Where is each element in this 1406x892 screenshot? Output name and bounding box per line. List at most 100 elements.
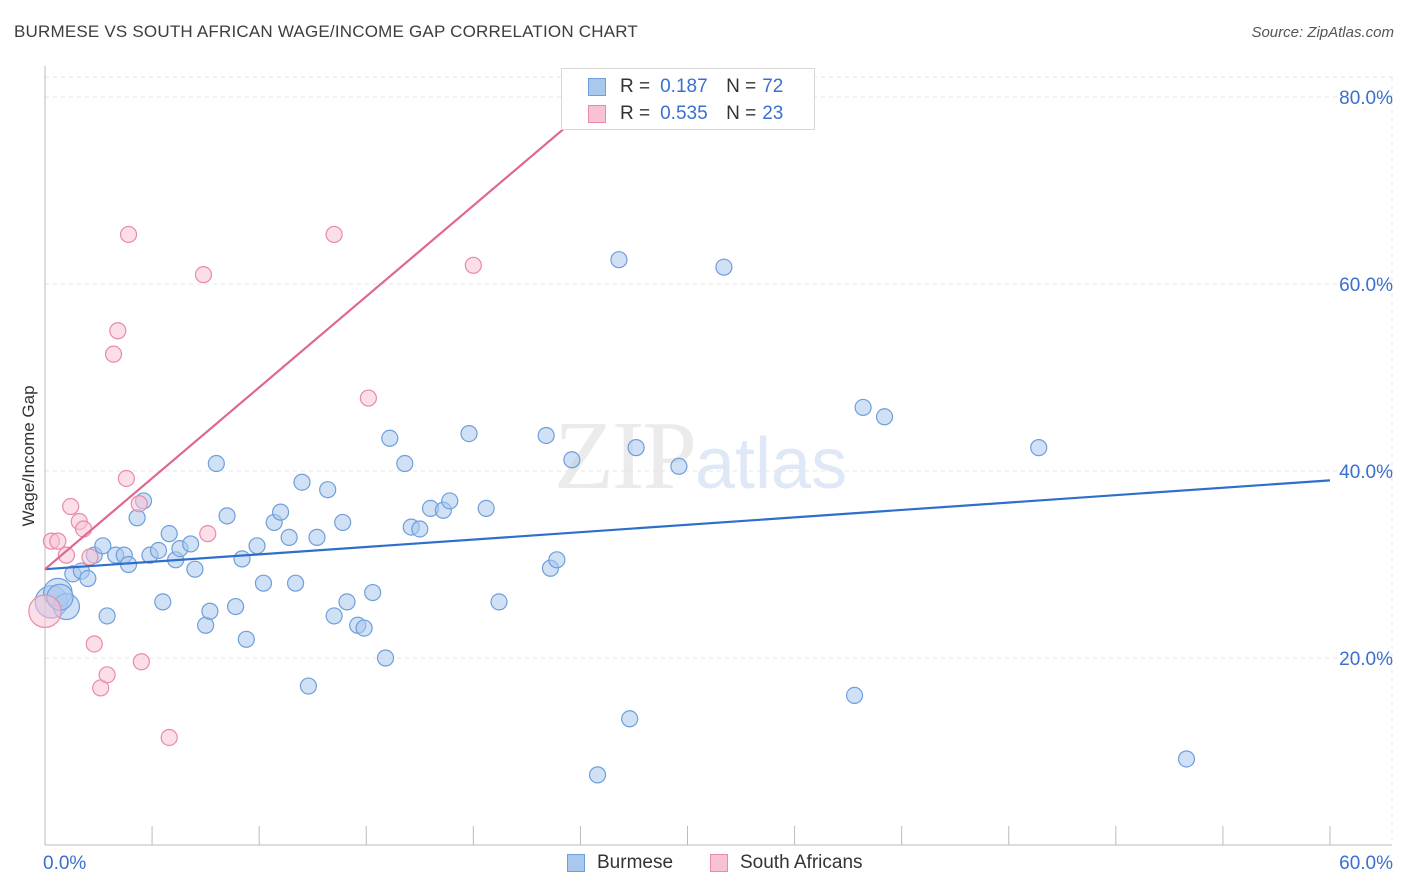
data-point	[355, 619, 373, 637]
legend-label-south-africans: South Africans	[740, 852, 863, 873]
data-point	[271, 503, 290, 521]
n-value: 72	[762, 76, 784, 97]
legend-item-burmese[interactable]: Burmese	[567, 852, 673, 874]
data-point	[128, 509, 146, 527]
r-label: R =	[620, 76, 651, 97]
data-point	[130, 495, 148, 513]
data-point	[325, 607, 343, 625]
data-point	[464, 256, 482, 274]
x-tick-label: 60.0%	[1339, 853, 1393, 874]
axes	[44, 66, 1392, 846]
data-point	[1030, 439, 1048, 457]
legend-item-south-africans[interactable]: South Africans	[710, 852, 863, 874]
data-point	[109, 322, 127, 340]
data-point	[376, 649, 395, 667]
data-point	[490, 593, 508, 611]
data-point	[62, 497, 80, 516]
data-point	[218, 507, 236, 525]
burmese-points	[34, 251, 1196, 784]
data-point	[227, 597, 245, 616]
data-point	[160, 728, 178, 747]
trend-lines	[44, 77, 1331, 571]
data-point	[875, 408, 894, 426]
n-label: N =	[726, 103, 757, 124]
data-point	[854, 398, 872, 417]
data-point	[621, 710, 639, 728]
data-point	[57, 546, 76, 564]
data-point	[381, 429, 399, 447]
data-point	[359, 389, 377, 407]
data-point	[119, 225, 138, 244]
chart-title: BURMESE VS SOUTH AFRICAN WAGE/INCOME GAP…	[14, 22, 638, 41]
y-tick-label: 60.0%	[1339, 275, 1393, 296]
y-axis-label: Wage/Income Gap	[19, 385, 38, 526]
data-point	[98, 666, 116, 684]
data-point	[237, 630, 255, 648]
data-point	[441, 492, 459, 510]
series-legend: Burmese South Africans	[0, 852, 1406, 878]
data-point	[182, 535, 200, 553]
data-point	[334, 513, 352, 532]
data-point	[132, 653, 150, 671]
burmese-swatch	[588, 78, 606, 96]
data-point	[248, 537, 266, 555]
data-point	[117, 469, 135, 488]
data-point	[79, 569, 97, 588]
data-point	[98, 607, 116, 625]
south-africans-trend-line	[44, 113, 582, 571]
data-point	[1177, 750, 1196, 768]
watermark-atlas: atlas	[695, 424, 848, 504]
data-point	[670, 457, 688, 475]
data-point	[563, 451, 581, 469]
legend-label-burmese: Burmese	[597, 852, 674, 873]
data-point	[199, 525, 217, 543]
data-point	[194, 266, 213, 284]
data-point	[280, 528, 298, 546]
correlation-legend: R = 0.187 N = 72 R = 0.535 N = 23	[561, 68, 815, 130]
data-point	[160, 525, 178, 543]
data-point	[319, 481, 337, 499]
r-value: 0.535	[660, 103, 708, 124]
data-point	[233, 550, 251, 568]
r-value: 0.187	[660, 76, 708, 97]
data-point	[477, 499, 495, 517]
data-point	[286, 574, 305, 592]
legend-row-burmese: R = 0.187 N = 72	[588, 75, 783, 99]
data-point	[364, 583, 382, 602]
data-point	[396, 454, 414, 473]
data-point	[149, 541, 168, 560]
burmese-legend-swatch	[567, 854, 585, 872]
data-point	[845, 686, 864, 705]
data-point	[325, 225, 343, 244]
data-point	[460, 425, 478, 443]
data-point	[201, 602, 219, 620]
data-point	[548, 551, 566, 569]
data-point	[537, 426, 555, 445]
south-africans-legend-swatch	[710, 854, 728, 872]
data-point	[411, 520, 429, 538]
grid-lines	[45, 76, 1393, 845]
legend-row-south-africans: R = 0.535 N = 23	[588, 102, 783, 126]
data-point	[94, 537, 112, 555]
data-point	[186, 560, 204, 578]
data-point	[81, 548, 99, 566]
data-point	[104, 345, 123, 363]
data-point	[28, 594, 62, 629]
data-point	[588, 766, 607, 784]
y-tick-label: 40.0%	[1339, 462, 1393, 483]
data-point	[49, 532, 67, 550]
data-point	[308, 528, 326, 546]
y-tick-label: 20.0%	[1339, 649, 1393, 670]
data-point	[338, 593, 356, 611]
data-point	[85, 635, 103, 653]
source-credit: Source: ZipAtlas.com	[1251, 24, 1394, 41]
data-point	[74, 520, 93, 538]
data-point	[610, 251, 628, 269]
data-point	[715, 258, 733, 276]
data-point	[207, 454, 225, 473]
data-point	[154, 593, 172, 611]
south-africans-points	[28, 225, 482, 747]
n-label: N =	[726, 76, 757, 97]
burmese-trend-line	[44, 479, 1331, 571]
